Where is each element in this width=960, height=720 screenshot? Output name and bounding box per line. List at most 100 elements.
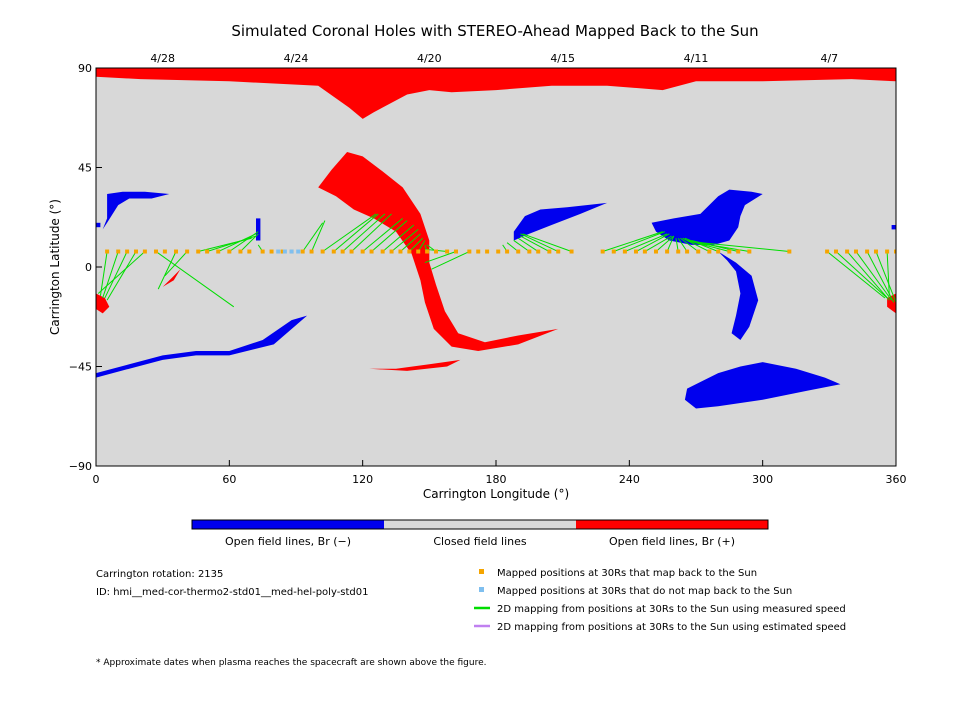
mapped-point: [527, 249, 532, 254]
mapped-point: [454, 249, 458, 254]
mapping-line-measured: [695, 242, 750, 253]
mapping-line-measured: [104, 251, 128, 299]
mapped-point: [269, 249, 274, 254]
mapping-line-measured: [311, 220, 326, 252]
mapping-line-measured: [218, 233, 257, 252]
legend-label: 2D mapping from positions at 30Rs to the…: [497, 622, 846, 633]
top-date-axis: 4/28 4/24 4/20 4/15 4/11 4/7: [150, 52, 838, 74]
coronal-hole: [718, 251, 759, 340]
unmapped-point: [289, 249, 294, 254]
mapped-point: [125, 249, 130, 254]
mapped-point: [247, 249, 252, 254]
mapped-point: [238, 249, 243, 254]
colorbar-frame: [191, 519, 769, 530]
mapping-line-measured: [666, 235, 675, 252]
mapped-point: [787, 249, 792, 254]
mapped-point: [349, 249, 354, 254]
colorbar-open-positive: [576, 520, 768, 529]
mapped-point: [407, 249, 412, 254]
mapping-line-measured: [517, 237, 539, 252]
mapping-line-measured: [826, 251, 886, 299]
mapping-line-measured: [229, 231, 259, 252]
coronal-hole: [96, 222, 101, 228]
mapping-line-measured: [677, 237, 688, 252]
mapping-line-measured: [655, 235, 675, 252]
colorbar-label-open-negative: Open field lines, Br (−): [225, 535, 351, 548]
mapping-line-measured: [106, 251, 137, 301]
mapped-point: [260, 249, 265, 254]
mapping-line-measured: [886, 251, 890, 296]
mapping-line-measured: [635, 233, 670, 252]
mapped-point: [894, 249, 896, 254]
mapping-line-measured: [513, 240, 530, 252]
mapping-line-measured: [686, 239, 730, 253]
colorbar-label-open-positive: Open field lines, Br (+): [609, 535, 735, 548]
mapping-line-measured: [520, 233, 559, 252]
coronal-hole: [369, 359, 461, 371]
mapped-point: [611, 249, 616, 254]
mapped-point: [142, 249, 147, 254]
mapped-point: [727, 249, 732, 254]
mapped-point: [467, 249, 472, 254]
mapping-line-measured: [382, 224, 415, 252]
y-tick-label: −45: [69, 361, 92, 374]
mapped-point: [434, 249, 438, 254]
coronal-hole: [651, 189, 763, 245]
mapped-point: [556, 249, 561, 254]
coronal-hole: [318, 152, 559, 351]
x-axis: 0 60 120 180 240 300 360: [93, 460, 907, 486]
top-date-label: 4/7: [820, 52, 838, 65]
coronal-hole-layer: [96, 68, 896, 409]
mapped-point: [162, 249, 167, 254]
y-axis-label: Carrington Latitude (°): [48, 199, 62, 335]
mapped-point: [300, 249, 305, 254]
mapped-point: [707, 249, 712, 254]
coronal-hole: [96, 315, 308, 378]
mapped-point: [380, 249, 385, 254]
mapped-point-layer: [105, 249, 896, 254]
plot-area: [95, 67, 897, 467]
mapped-point: [445, 249, 450, 254]
mapped-point: [205, 249, 210, 254]
coronal-hole: [891, 225, 896, 230]
mapping-line-measured: [400, 233, 421, 252]
mapped-point: [854, 249, 858, 254]
mapped-point: [398, 249, 403, 254]
mapping-line-measured: [351, 213, 392, 252]
mapping-line-measured: [342, 213, 386, 252]
mapping-line-measured: [333, 213, 379, 252]
mapped-point: [569, 249, 574, 254]
mapped-point: [885, 249, 890, 254]
colorbar-label-closed: Closed field lines: [433, 535, 527, 548]
coronal-hole: [887, 293, 896, 314]
mapped-point: [716, 249, 721, 254]
mapping-line-measured: [102, 251, 119, 299]
mapped-point: [496, 249, 501, 254]
mapping-line-measured: [602, 231, 663, 252]
mapped-point: [320, 249, 325, 254]
y-tick-label: 0: [85, 261, 92, 274]
mapped-point: [331, 249, 336, 254]
mapped-point: [676, 249, 681, 254]
legend-square-marker: [479, 587, 484, 592]
legend: Mapped positions at 30Rs that map back t…: [474, 568, 846, 633]
mapped-point: [634, 249, 638, 254]
model-id: ID: hmi__med-cor-thermo2-std01__med-hel-…: [96, 587, 369, 598]
mapped-point: [622, 249, 627, 254]
x-tick-label: 60: [222, 473, 236, 486]
colorbar: Open field lines, Br (−) Closed field li…: [191, 519, 769, 548]
mapping-line-measured: [391, 229, 419, 252]
mapping-line-measured: [302, 222, 324, 252]
mapped-point: [485, 249, 490, 254]
mapped-point: [309, 249, 314, 254]
plot-background: [96, 68, 896, 466]
legend-label: 2D mapping from positions at 30Rs to the…: [497, 604, 846, 615]
top-date-label: 4/28: [150, 52, 175, 65]
mapping-line-measured: [700, 242, 790, 253]
x-tick-label: 300: [752, 473, 773, 486]
mapping-line-measured: [624, 233, 668, 252]
mapping-line-measured: [322, 213, 377, 252]
mapping-line-measured: [97, 251, 146, 294]
mapped-point: [654, 249, 658, 254]
mapped-point: [476, 249, 481, 254]
